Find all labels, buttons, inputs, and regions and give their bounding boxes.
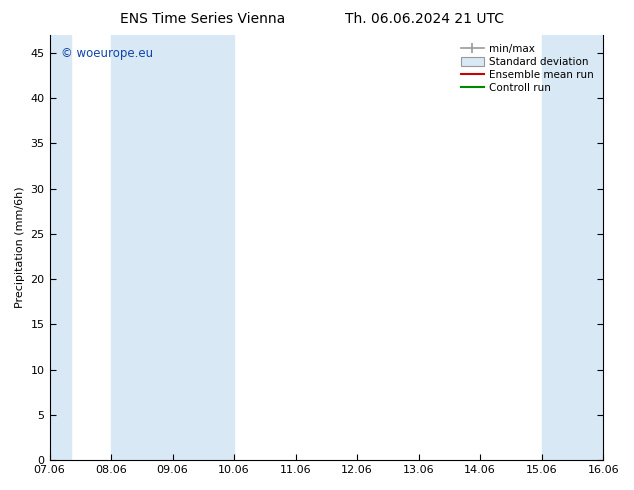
Bar — [603, 35, 624, 460]
Text: ENS Time Series Vienna: ENS Time Series Vienna — [120, 12, 285, 26]
Bar — [111, 35, 234, 460]
Text: Th. 06.06.2024 21 UTC: Th. 06.06.2024 21 UTC — [346, 12, 504, 26]
Legend: min/max, Standard deviation, Ensemble mean run, Controll run: min/max, Standard deviation, Ensemble me… — [456, 40, 598, 97]
Bar — [541, 35, 603, 460]
Y-axis label: Precipitation (mm/6h): Precipitation (mm/6h) — [15, 187, 25, 308]
Bar — [49, 35, 71, 460]
Text: © woeurope.eu: © woeurope.eu — [61, 48, 153, 60]
